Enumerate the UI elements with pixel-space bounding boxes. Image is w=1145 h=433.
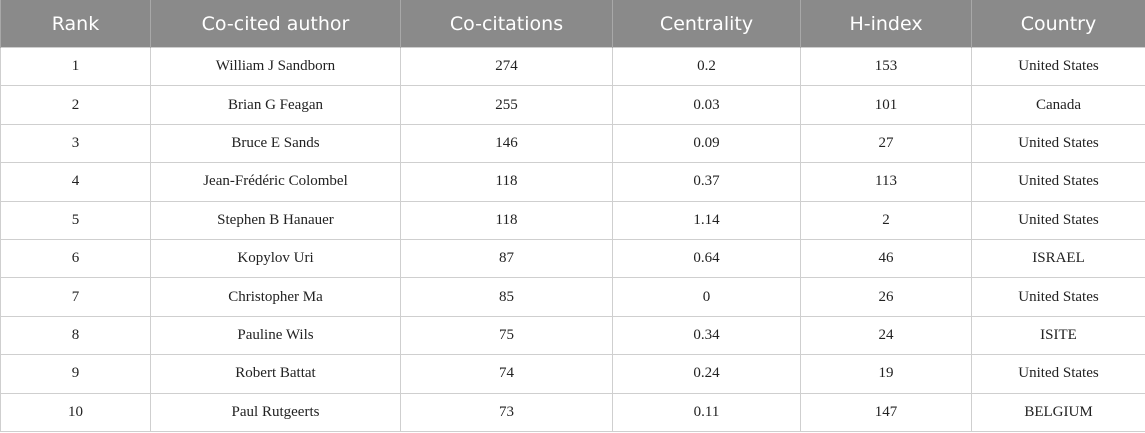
table-cell: 9 <box>0 354 151 394</box>
table-cell: 255 <box>400 85 613 125</box>
header-cell: Centrality <box>612 0 801 48</box>
table-row: 5 Stephen B Hanauer 118 1.14 2 United States <box>0 200 1145 240</box>
table-cell: 85 <box>400 277 613 317</box>
table-cell: 1 <box>0 46 151 87</box>
table-row: 8 Pauline Wils 75 0.34 24 ISITE <box>0 315 1145 356</box>
table-cell: United States <box>971 200 1145 240</box>
table-cell: 4 <box>0 162 151 202</box>
table-cell: Pauline Wils <box>150 315 401 356</box>
table-row: 4 Jean-Frédéric Colombel 118 0.37 113 United … <box>0 162 1145 202</box>
table-cell: 2 <box>800 200 972 240</box>
table-cell: 75 <box>400 315 613 356</box>
header-cell: Rank <box>0 0 151 48</box>
table-cell: United States <box>971 46 1145 87</box>
header-cell: Co-cited author <box>150 0 401 48</box>
table-cell: 0.09 <box>612 123 801 164</box>
table-cell: 6 <box>0 238 151 279</box>
table-cell: 0.24 <box>612 354 801 394</box>
table-cell: 74 <box>400 354 613 394</box>
table-cell: 10 <box>0 392 151 432</box>
table-cell: 0.2 <box>612 46 801 87</box>
table-cell: 0.64 <box>612 238 801 279</box>
table-cell: 113 <box>800 162 972 202</box>
table-cell: 5 <box>0 200 151 240</box>
table-cell: Brian G Feagan <box>150 85 401 125</box>
table-cell: 73 <box>400 392 613 432</box>
table-cell: 8 <box>0 315 151 356</box>
table-cell: 0.37 <box>612 162 801 202</box>
table-cell: 0 <box>612 277 801 317</box>
table-cell: 274 <box>400 46 613 87</box>
table-row: 2 Brian G Feagan 255 0.03 101 Canada <box>0 85 1145 125</box>
table-cell: 27 <box>800 123 972 164</box>
table-cell: United States <box>971 123 1145 164</box>
table-cell: 146 <box>400 123 613 164</box>
table-cell: 118 <box>400 200 613 240</box>
table-cell: 26 <box>800 277 972 317</box>
header-row: Rank Co-cited author Co-citations Centralit… <box>0 0 1145 48</box>
table-cell: Bruce E Sands <box>150 123 401 164</box>
header-cell: H-index <box>800 0 972 48</box>
table-row: 7 Christopher Ma 85 0 26 United States <box>0 277 1145 317</box>
table-cell: 0.11 <box>612 392 801 432</box>
table-cell: 0.03 <box>612 85 801 125</box>
table-cell: Christopher Ma <box>150 277 401 317</box>
header-cell: Co-citations <box>400 0 613 48</box>
table-body: 1 William J Sandborn 274 0.2 153 United State… <box>0 46 1145 432</box>
table-cell: Robert Battat <box>150 354 401 394</box>
table-cell: 24 <box>800 315 972 356</box>
table-cell: 101 <box>800 85 972 125</box>
table-row: 9 Robert Battat 74 0.24 19 United States <box>0 354 1145 394</box>
table-row: 6 Kopylov Uri 87 0.64 46 ISRAEL <box>0 238 1145 279</box>
table-cell: ISRAEL <box>971 238 1145 279</box>
table-cell: United States <box>971 162 1145 202</box>
table-cell: 118 <box>400 162 613 202</box>
table-cell: 147 <box>800 392 972 432</box>
table-cell: Paul Rutgeerts <box>150 392 401 432</box>
table-cell: 87 <box>400 238 613 279</box>
table-cell: 7 <box>0 277 151 317</box>
table-cell: William J Sandborn <box>150 46 401 87</box>
table-cell: BELGIUM <box>971 392 1145 432</box>
table-cell: United States <box>971 277 1145 317</box>
table-cell: 1.14 <box>612 200 801 240</box>
table-cell: 19 <box>800 354 972 394</box>
table-cell: 0.34 <box>612 315 801 356</box>
table-row: 10 Paul Rutgeerts 73 0.11 147 BELGIUM <box>0 392 1145 432</box>
table-row: 1 William J Sandborn 274 0.2 153 United State… <box>0 46 1145 87</box>
table-row: 3 Bruce E Sands 146 0.09 27 United States <box>0 123 1145 164</box>
header-cell: Country <box>971 0 1145 48</box>
table-cell: Jean-Frédéric Colombel <box>150 162 401 202</box>
table-cell: 153 <box>800 46 972 87</box>
table-cell: Canada <box>971 85 1145 125</box>
table-cell: United States <box>971 354 1145 394</box>
table-cell: 3 <box>0 123 151 164</box>
table-cell: 2 <box>0 85 151 125</box>
table-cell: 46 <box>800 238 972 279</box>
table-cell: ISITE <box>971 315 1145 356</box>
table-cell: Stephen B Hanauer <box>150 200 401 240</box>
table-header: Rank Co-cited author Co-citations Centralit… <box>0 0 1145 48</box>
table-cell: Kopylov Uri <box>150 238 401 279</box>
